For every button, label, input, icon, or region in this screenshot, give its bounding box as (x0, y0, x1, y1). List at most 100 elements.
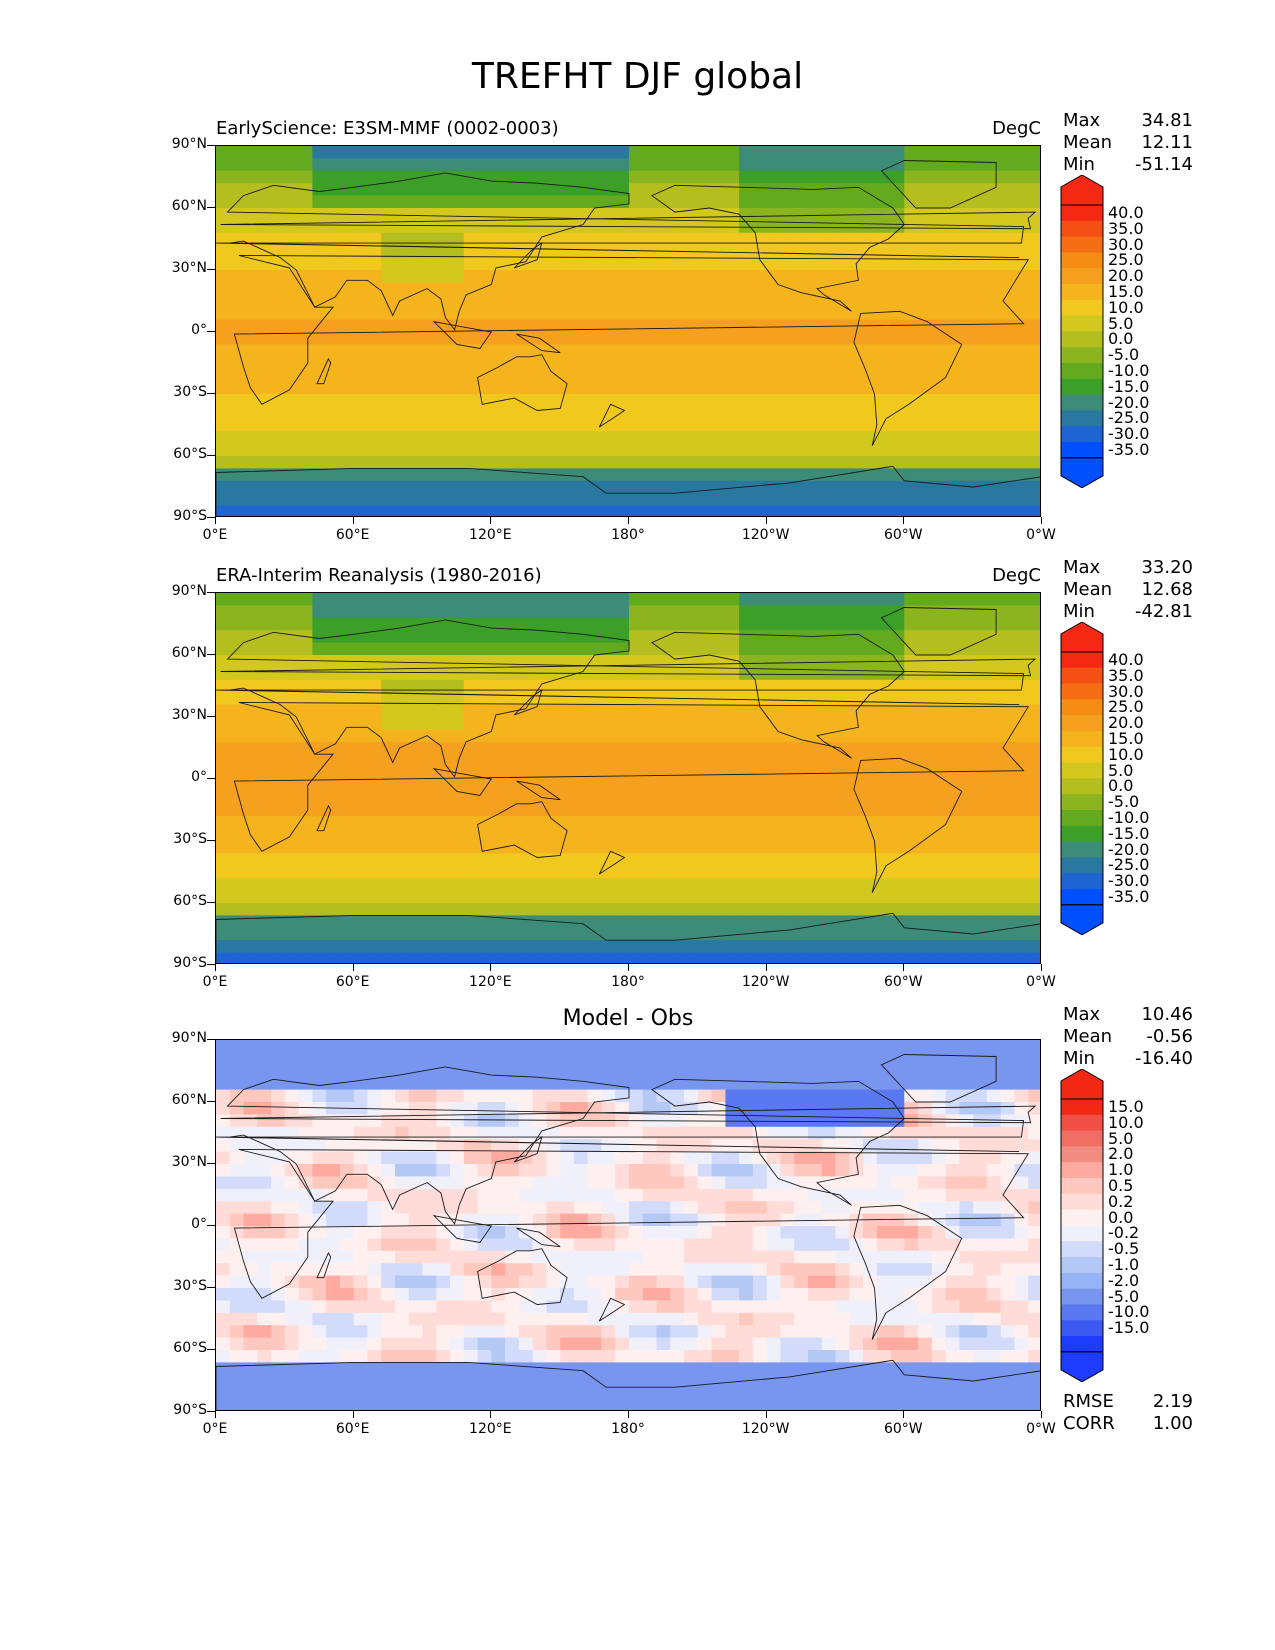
field-cell (450, 741, 465, 755)
field-cell (243, 270, 258, 283)
colorbar-segment (1061, 857, 1103, 874)
field-cell (973, 927, 988, 941)
field-cell (821, 505, 837, 516)
field-cell (518, 1176, 534, 1190)
field-cell (752, 456, 768, 469)
field-cell (986, 220, 1002, 234)
field-cell (863, 667, 878, 681)
field-cell (353, 952, 369, 963)
field-cell (849, 865, 864, 879)
field-cell (573, 232, 589, 246)
field-cell (931, 1114, 947, 1128)
field-cell (257, 195, 272, 209)
field-cell (450, 1077, 465, 1091)
field-cell (587, 158, 603, 172)
field-cell (711, 170, 726, 184)
field-cell (395, 1275, 410, 1289)
field-cell (560, 878, 575, 892)
field-cell (973, 593, 988, 606)
field-cell (711, 903, 726, 916)
field-cell (794, 1139, 809, 1153)
field-cell (408, 878, 424, 892)
field-cell (243, 605, 258, 619)
field-cell (477, 158, 492, 172)
field-cell (1014, 791, 1029, 805)
field-cell (1014, 493, 1029, 507)
field-cell (367, 1213, 382, 1227)
field-cell (766, 779, 782, 792)
field-cell (216, 1139, 231, 1153)
field-cell (904, 1040, 919, 1053)
field-cell (904, 369, 919, 383)
field-cell (973, 754, 988, 768)
field-cell (725, 779, 740, 792)
field-cell (739, 406, 754, 420)
field-cell (931, 1151, 947, 1165)
field-cell (298, 605, 313, 619)
field-cell (422, 1226, 437, 1239)
field-cell (312, 878, 327, 892)
field-cell (1014, 406, 1029, 420)
field-cell (615, 605, 630, 619)
field-cell (312, 431, 327, 445)
field-cell (752, 307, 768, 321)
field-cell (546, 505, 561, 516)
lat-tick (207, 455, 215, 456)
field-cell (642, 195, 658, 209)
field-cell (904, 431, 919, 445)
field-cell (284, 1040, 300, 1053)
field-cell (780, 890, 795, 904)
field-cell (849, 146, 864, 159)
field-cell (684, 505, 699, 516)
field-cell (381, 655, 396, 668)
field-cell (1000, 195, 1016, 209)
field-cell (876, 468, 892, 482)
field-cell (697, 853, 713, 867)
field-cell (408, 1064, 424, 1078)
field-cell (615, 1102, 630, 1115)
field-cell (271, 505, 286, 516)
field-cell (876, 282, 892, 296)
field-cell (904, 1226, 919, 1239)
field-cell (1000, 468, 1016, 482)
field-cell (546, 927, 561, 941)
field-cell (656, 655, 671, 668)
field-cell (904, 729, 919, 743)
field-cell (959, 890, 974, 904)
field-cell (312, 307, 327, 321)
field-cell (945, 220, 960, 234)
field-cell (353, 1089, 369, 1103)
field-cell (697, 1213, 713, 1227)
field-cell (780, 903, 795, 916)
field-cell (670, 704, 685, 718)
field-cell (450, 605, 465, 619)
field-cell (684, 1213, 699, 1227)
field-cell (890, 692, 905, 706)
field-cell (670, 468, 685, 482)
field-cell (216, 1089, 231, 1103)
field-cell (684, 1089, 699, 1103)
field-cell (436, 1077, 451, 1091)
lat-label: 60°S (173, 893, 207, 909)
field-cell (271, 952, 286, 963)
field-cell (808, 406, 823, 420)
field-cell (794, 480, 809, 494)
field-cell (890, 890, 905, 904)
field-cell (780, 865, 795, 879)
field-cell (890, 468, 905, 482)
field-cell (766, 1238, 782, 1252)
field-cell (573, 406, 589, 420)
field-cell (973, 816, 988, 830)
field-cell (532, 1089, 547, 1103)
field-cell (573, 865, 589, 879)
field-cell (821, 394, 837, 407)
field-cell (876, 356, 892, 370)
field-cell (587, 940, 603, 954)
field-cell (326, 791, 341, 805)
field-cell (367, 332, 382, 345)
field-cell (601, 1188, 616, 1202)
field-cell (642, 717, 658, 730)
field-cell (271, 493, 286, 507)
field-cell (491, 766, 506, 780)
field-cell (1014, 394, 1029, 407)
